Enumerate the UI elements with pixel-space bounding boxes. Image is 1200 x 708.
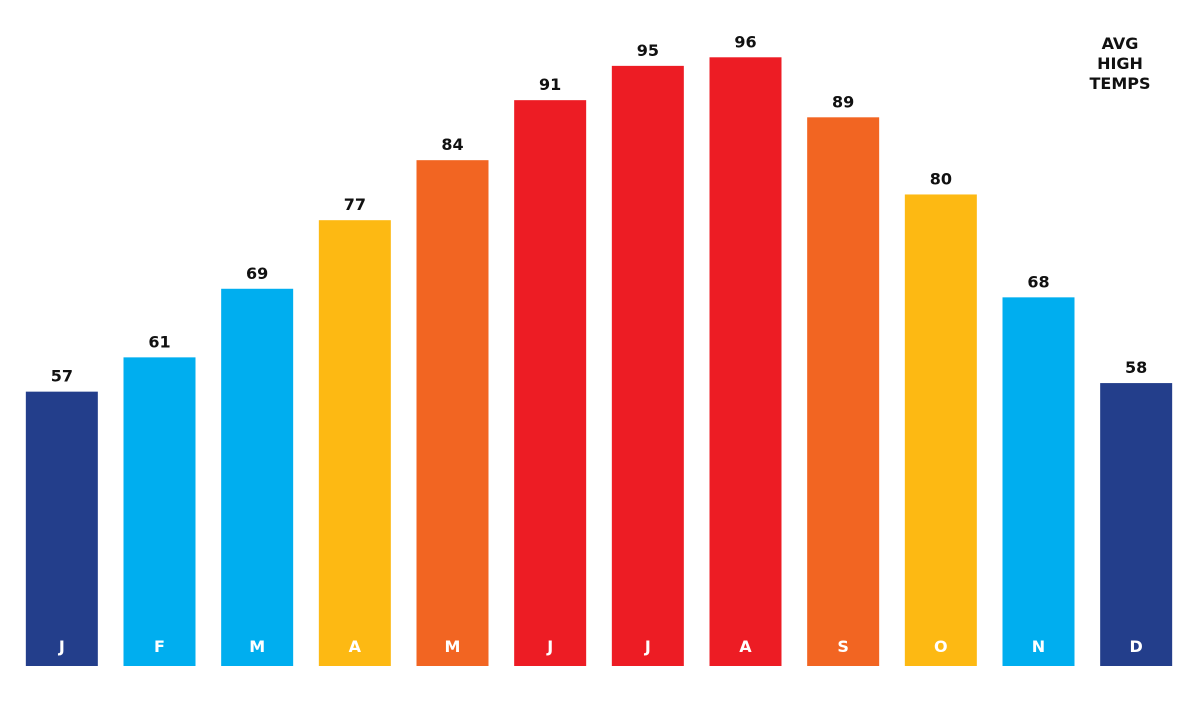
- x-tick-label: N: [1032, 637, 1045, 656]
- value-label: 68: [1027, 272, 1049, 291]
- bar: [709, 57, 782, 666]
- x-tick-label: M: [249, 637, 265, 656]
- bar: [25, 391, 98, 666]
- x-tick-label: F: [154, 637, 165, 656]
- x-tick-label: J: [644, 637, 651, 656]
- value-label: 80: [930, 169, 952, 188]
- bar: [904, 194, 977, 666]
- bar: [611, 65, 684, 666]
- x-tick-label: M: [445, 637, 461, 656]
- bar: [807, 117, 880, 667]
- bar: [123, 357, 196, 666]
- value-label: 69: [246, 264, 268, 283]
- bar: [1002, 297, 1075, 666]
- bar: [318, 220, 391, 667]
- value-label: 96: [734, 32, 756, 51]
- value-label: 89: [832, 92, 854, 111]
- x-tick-label: S: [837, 637, 849, 656]
- bar: [514, 100, 587, 666]
- value-label: 91: [539, 75, 561, 94]
- x-tick-label: A: [349, 637, 362, 656]
- bar: [416, 160, 489, 666]
- x-tick-label: D: [1130, 637, 1143, 656]
- value-label: 58: [1125, 358, 1147, 377]
- value-label: 77: [344, 195, 366, 214]
- value-label: 61: [148, 332, 170, 351]
- x-tick-label: O: [934, 637, 948, 656]
- x-tick-label: J: [546, 637, 553, 656]
- bar: [221, 288, 294, 666]
- chart-title: AVG HIGH TEMPS: [1089, 34, 1151, 93]
- x-tick-label: A: [739, 637, 752, 656]
- value-label: 84: [441, 135, 463, 154]
- x-tick-label: J: [58, 637, 65, 656]
- value-label: 57: [51, 367, 73, 386]
- value-label: 95: [637, 41, 659, 60]
- bar: [1100, 383, 1173, 666]
